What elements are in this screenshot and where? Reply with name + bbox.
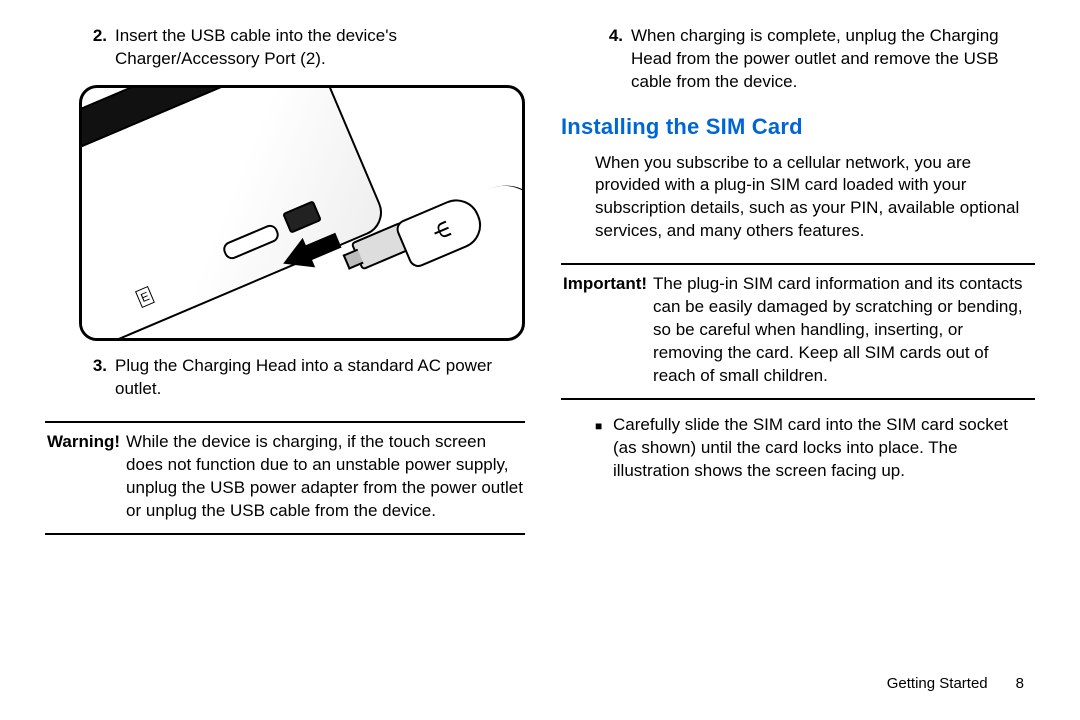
footer-page-number: 8 [1016, 674, 1024, 694]
important-rule-top [561, 263, 1035, 265]
page-footer: Getting Started 8 [887, 674, 1024, 694]
important-rule-bottom [561, 398, 1035, 400]
step-3-text: Plug the Charging Head into a standard A… [115, 355, 525, 401]
step-2: 2. Insert the USB cable into the device'… [45, 25, 525, 71]
step-2-number: 2. [81, 25, 115, 48]
sim-intro-paragraph: When you subscribe to a cellular network… [561, 152, 1035, 244]
important-text: The plug-in SIM card information and its… [653, 273, 1033, 388]
footer-section-name: Getting Started [887, 674, 988, 694]
step-4-number: 4. [597, 25, 631, 48]
manual-page: 2. Insert the USB cable into the device'… [0, 0, 1080, 720]
warning-rule-bottom [45, 533, 525, 535]
usb-cable [452, 173, 525, 279]
warning-block: Warning! While the device is charging, i… [45, 431, 525, 523]
usb-insertion-figure: E Ψ [79, 85, 525, 341]
warning-text: While the device is charging, if the tou… [126, 431, 523, 523]
step-4-text: When charging is complete, unplug the Ch… [631, 25, 1035, 94]
section-heading-sim: Installing the SIM Card [561, 112, 1035, 142]
important-block: Important! The plug-in SIM card informat… [561, 273, 1035, 388]
warning-rule-top [45, 421, 525, 423]
square-bullet-icon: ■ [595, 414, 613, 434]
step-3: 3. Plug the Charging Head into a standar… [45, 355, 525, 401]
usb-trident-icon: Ψ [424, 217, 459, 246]
important-label: Important! [563, 273, 653, 296]
step-4: 4. When charging is complete, unplug the… [561, 25, 1035, 94]
warning-label: Warning! [47, 431, 126, 454]
step-3-number: 3. [81, 355, 115, 378]
left-column: 2. Insert the USB cable into the device'… [45, 25, 525, 690]
step-2-text: Insert the USB cable into the device's C… [115, 25, 525, 71]
right-column: 4. When charging is complete, unplug the… [561, 25, 1035, 690]
sim-instruction-text: Carefully slide the SIM card into the SI… [613, 414, 1029, 483]
sim-instruction-bullet: ■ Carefully slide the SIM card into the … [561, 408, 1035, 483]
